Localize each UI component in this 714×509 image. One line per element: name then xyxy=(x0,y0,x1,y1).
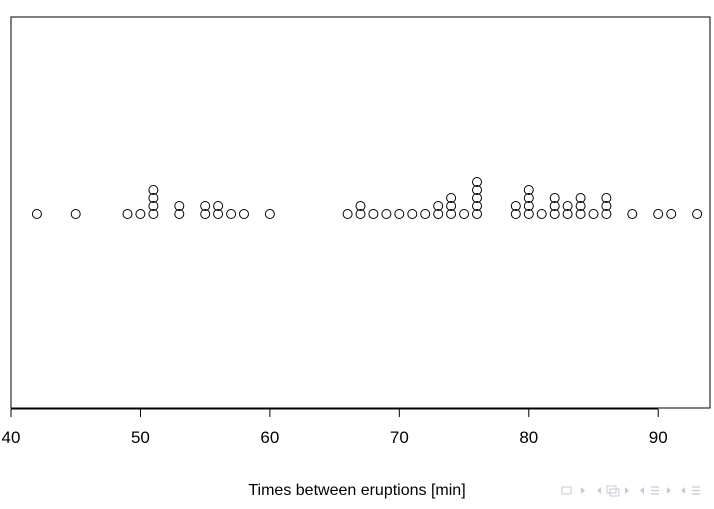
data-point xyxy=(420,209,431,219)
data-point xyxy=(472,201,482,211)
data-point xyxy=(472,193,482,203)
data-point xyxy=(446,209,457,219)
points-layer xyxy=(31,177,703,219)
data-point xyxy=(31,209,42,219)
nav-slide-icon[interactable] xyxy=(606,485,620,497)
data-point xyxy=(601,193,612,203)
data-point xyxy=(213,201,224,211)
nav-next-arrow-icon[interactable] xyxy=(597,487,601,494)
data-point xyxy=(472,209,482,219)
data-point xyxy=(549,193,560,203)
data-point xyxy=(446,193,457,203)
data-point xyxy=(239,209,249,219)
data-point xyxy=(200,209,211,219)
data-point xyxy=(355,201,366,211)
data-point xyxy=(562,209,573,219)
data-point xyxy=(523,185,534,195)
data-point xyxy=(510,209,521,219)
nav-frame-icon[interactable] xyxy=(561,486,572,495)
data-point xyxy=(549,209,560,219)
data-point xyxy=(70,209,81,219)
data-point xyxy=(472,177,482,187)
x-tick-label: 60 xyxy=(260,428,279,447)
data-point xyxy=(575,209,586,219)
nav-section-arrows-icon[interactable] xyxy=(625,487,644,494)
data-point xyxy=(523,193,534,203)
data-point xyxy=(433,201,444,211)
data-point xyxy=(407,209,418,219)
nav-prev-arrow-icon[interactable] xyxy=(581,487,585,494)
data-point xyxy=(264,209,275,219)
nav-subsection-icon[interactable] xyxy=(692,486,700,495)
x-tick-label: 50 xyxy=(131,428,150,447)
data-point xyxy=(174,201,185,211)
x-tick-label: 40 xyxy=(2,428,21,447)
data-point xyxy=(355,209,366,219)
data-point xyxy=(148,185,159,195)
data-point xyxy=(575,201,586,211)
data-point xyxy=(368,209,379,219)
data-point xyxy=(549,201,560,211)
data-point xyxy=(562,201,573,211)
data-point xyxy=(135,209,146,219)
x-axis: 40 50 60 70 80 90 xyxy=(2,408,668,447)
x-tick-label: 90 xyxy=(649,428,668,447)
data-point xyxy=(588,209,599,219)
data-point xyxy=(666,209,677,219)
data-point xyxy=(510,201,521,211)
data-point xyxy=(653,209,664,219)
data-point xyxy=(213,209,224,219)
data-point xyxy=(174,209,185,219)
data-point xyxy=(472,185,482,195)
plot-box xyxy=(10,16,711,409)
data-point xyxy=(200,201,211,211)
data-point xyxy=(523,201,534,211)
data-point xyxy=(601,201,612,211)
data-point xyxy=(575,193,586,203)
data-point xyxy=(381,209,392,219)
data-point xyxy=(226,209,237,219)
data-point xyxy=(148,193,159,203)
data-point xyxy=(122,209,133,219)
data-point xyxy=(148,201,159,211)
beamer-navigation xyxy=(561,485,700,497)
data-point xyxy=(523,209,534,219)
nav-subsection-arrows-icon[interactable] xyxy=(667,487,685,494)
x-axis-title: Times between eruptions [min] xyxy=(248,482,465,499)
data-point xyxy=(692,209,703,219)
data-point xyxy=(433,209,444,219)
data-point xyxy=(601,209,612,219)
data-point xyxy=(627,209,638,219)
data-point xyxy=(342,209,353,219)
data-point xyxy=(536,209,547,219)
x-tick-label: 80 xyxy=(519,428,538,447)
nav-section-icon[interactable] xyxy=(651,486,659,495)
data-point xyxy=(446,201,457,211)
x-tick-label: 70 xyxy=(390,428,409,447)
data-point xyxy=(459,209,470,219)
data-point xyxy=(394,209,405,219)
data-point xyxy=(148,209,159,219)
